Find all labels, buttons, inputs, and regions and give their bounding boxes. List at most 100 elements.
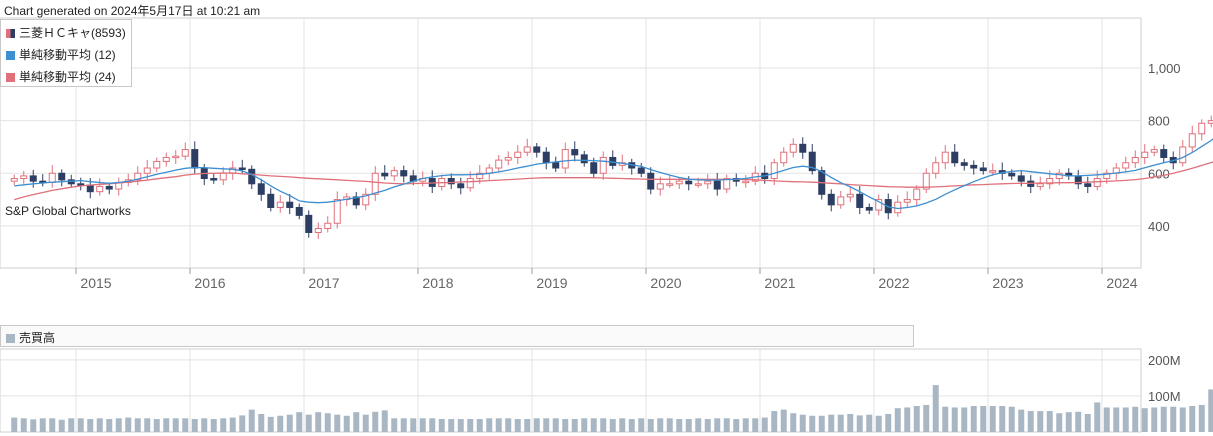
candle-body <box>1131 156 1139 164</box>
candle-body <box>523 146 531 153</box>
candle-body <box>552 162 560 169</box>
candle-body <box>219 172 227 181</box>
volume-bar <box>448 419 455 432</box>
candle-body <box>504 156 512 161</box>
volume-bar <box>856 415 863 432</box>
candle-body <box>675 180 683 185</box>
volume-legend: 売買高 <box>0 325 914 347</box>
candle-body <box>134 172 142 181</box>
volume-bar <box>923 404 930 432</box>
candle-body <box>1160 149 1168 158</box>
price-legend: 三菱ＨＣキャ(8593) 単純移動平均 (12) 単純移動平均 (24) <box>0 19 132 87</box>
ma24-swatch-icon <box>6 73 15 82</box>
volume-bar <box>429 418 436 432</box>
volume-bar <box>163 418 170 432</box>
volume-bar <box>220 418 227 432</box>
volume-bar <box>818 415 825 432</box>
volume-bar <box>695 418 702 432</box>
y-tick-label: 1,000 <box>1148 61 1181 76</box>
volume-bar <box>1027 411 1034 432</box>
candle-body <box>846 193 854 198</box>
y-tick-label: 400 <box>1148 219 1170 234</box>
volume-bar <box>828 414 835 432</box>
volume-bar <box>875 415 882 432</box>
candle-body <box>666 183 674 186</box>
volume-bar <box>1037 411 1044 432</box>
volume-bar <box>809 415 816 432</box>
volume-bar <box>467 419 474 432</box>
volume-bar <box>343 415 350 432</box>
candle-body <box>780 151 788 164</box>
volume-bar <box>106 419 113 432</box>
legend-ma24: 単純移動平均 (24) <box>6 68 116 85</box>
volume-bar <box>58 419 65 432</box>
x-tick-label: 2024 <box>1106 275 1137 291</box>
volume-bar <box>77 418 84 432</box>
volume-bar <box>1103 407 1110 432</box>
candle-body <box>941 151 949 164</box>
volume-bar <box>87 419 94 432</box>
candle-body <box>143 167 151 174</box>
candle-body <box>989 170 997 173</box>
volume-bar <box>989 406 996 432</box>
volume-bar <box>419 418 426 432</box>
volume-bar <box>229 417 236 432</box>
candle-body <box>86 184 94 193</box>
volume-bar <box>590 418 597 432</box>
candle-body <box>1179 146 1187 164</box>
candle-body <box>856 193 864 208</box>
volume-bar <box>305 414 312 432</box>
volume-bar <box>999 406 1006 432</box>
volume-pane <box>0 348 1142 433</box>
volume-bar <box>210 419 217 432</box>
volume-tick-label: 200M <box>1148 353 1181 368</box>
volume-bar <box>39 418 46 432</box>
candle-body <box>162 156 170 162</box>
volume-bar <box>1198 404 1205 432</box>
volume-bar <box>904 407 911 432</box>
candle-body <box>305 214 313 233</box>
candle-body <box>827 193 835 206</box>
x-tick-label: 2022 <box>878 275 909 291</box>
x-tick-label: 2016 <box>194 275 225 291</box>
volume-bar <box>362 414 369 432</box>
candle-body <box>495 159 503 169</box>
volume-bar <box>277 415 284 432</box>
candle-body <box>238 167 246 170</box>
candle-body <box>932 162 940 174</box>
candle-body <box>390 170 398 177</box>
candle-body <box>314 228 322 233</box>
volume-bar <box>676 419 683 432</box>
y-tick-label: 800 <box>1148 114 1170 129</box>
candle-body <box>903 199 911 203</box>
candle-body <box>20 175 28 180</box>
volume-bar <box>752 418 759 432</box>
candle-body <box>1122 162 1130 169</box>
candle-body <box>10 178 18 182</box>
candle-body <box>1046 178 1054 185</box>
ma12-swatch-icon <box>6 51 15 60</box>
volume-bar <box>372 411 379 432</box>
candle-body <box>789 143 797 153</box>
volume-bar <box>134 418 141 432</box>
candle-body <box>647 172 655 190</box>
volume-bar <box>315 412 322 432</box>
chart-generated-timestamp: Chart generated on 2024年5月17日 at 10:21 a… <box>4 4 261 18</box>
candle-body <box>1150 149 1158 153</box>
volume-bar <box>638 418 645 432</box>
volume-bar <box>1056 413 1063 432</box>
volume-bar <box>201 418 208 432</box>
candle-body <box>172 155 180 159</box>
candle-body <box>960 162 968 166</box>
candle-body <box>799 143 807 153</box>
volume-bar <box>543 418 550 432</box>
volume-bar <box>1132 406 1139 432</box>
candle-body <box>1103 172 1111 180</box>
volume-bar <box>571 419 578 432</box>
candle-body <box>466 178 474 189</box>
x-tick-label: 2015 <box>80 275 111 291</box>
x-tick-label: 2021 <box>764 275 795 291</box>
candle-body <box>837 196 845 206</box>
candle-body <box>637 167 645 174</box>
